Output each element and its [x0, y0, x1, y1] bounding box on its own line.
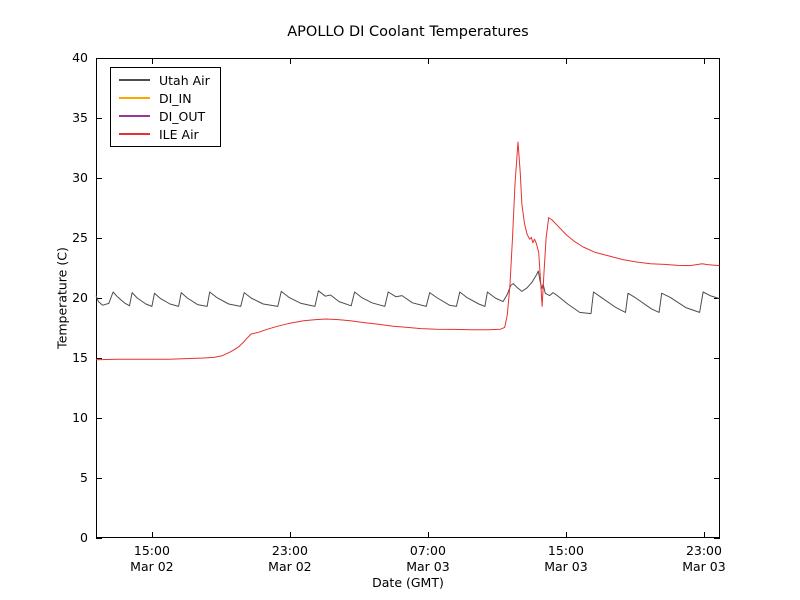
- x-tick-time: 07:00: [409, 543, 446, 558]
- x-tick-label: 23:00 Mar 03: [656, 543, 752, 575]
- legend-label-di-in: DI_IN: [159, 90, 192, 106]
- series-line-utah-air: [95, 270, 720, 315]
- x-tick-label: 15:00 Mar 03: [518, 543, 614, 575]
- legend-row-ile-air: ILE Air: [119, 125, 210, 143]
- x-tick-time: 23:00: [271, 543, 308, 558]
- y-tick-label: 15: [72, 350, 88, 365]
- x-tick-date: Mar 03: [406, 559, 450, 574]
- y-tick-label: 25: [72, 230, 88, 245]
- legend-row-di-in: DI_IN: [119, 89, 210, 107]
- x-axis-label: Date (GMT): [372, 575, 444, 590]
- x-tick-label: 15:00 Mar 02: [104, 543, 200, 575]
- series-line-ile-air: [95, 141, 720, 361]
- x-tick-label: 23:00 Mar 02: [242, 543, 338, 575]
- legend-row-di-out: DI_OUT: [119, 107, 210, 125]
- legend-label-utah-air: Utah Air: [159, 72, 210, 88]
- legend-row-utah-air: Utah Air: [119, 71, 210, 89]
- utah-air-line-swatch: [119, 79, 150, 81]
- ile-air-line-swatch: [119, 133, 150, 135]
- x-tick-label: 07:00 Mar 03: [380, 543, 476, 575]
- di-in-line-swatch: [119, 97, 150, 99]
- y-tick-label: 5: [80, 470, 88, 485]
- x-tick-time: 23:00: [685, 543, 722, 558]
- x-tick-date: Mar 03: [544, 559, 588, 574]
- x-tick-time: 15:00: [133, 543, 170, 558]
- legend-label-ile-air: ILE Air: [159, 126, 199, 142]
- x-tick-date: Mar 03: [682, 559, 726, 574]
- x-tick-time: 15:00: [547, 543, 584, 558]
- legend: Utah Air DI_IN DI_OUT ILE Air: [110, 67, 221, 147]
- y-tick-label: 35: [72, 110, 88, 125]
- y-tick-label: 0: [80, 530, 88, 545]
- x-tick-date: Mar 02: [268, 559, 312, 574]
- chart-title: APOLLO DI Coolant Temperatures: [287, 24, 529, 40]
- y-tick-label: 30: [72, 170, 88, 185]
- y-tick-label: 10: [72, 410, 88, 425]
- y-tick-label: 40: [72, 50, 88, 65]
- y-tick-label: 20: [72, 290, 88, 305]
- legend-label-di-out: DI_OUT: [159, 108, 206, 124]
- x-tick-date: Mar 02: [130, 559, 174, 574]
- di-out-line-swatch: [119, 115, 150, 117]
